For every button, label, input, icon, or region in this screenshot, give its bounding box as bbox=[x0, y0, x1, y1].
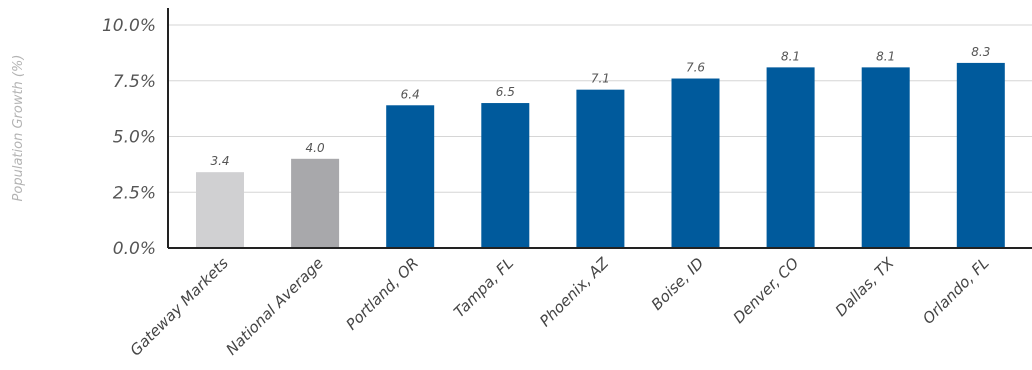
data-label: 8.3 bbox=[971, 45, 990, 59]
data-label: 7.1 bbox=[591, 72, 610, 86]
x-tick-label: Boise, ID bbox=[648, 254, 708, 314]
y-tick-label: 5.0% bbox=[113, 128, 156, 148]
x-tick-label: Portland, OR bbox=[343, 254, 423, 334]
bar bbox=[672, 79, 720, 248]
x-tick-label: Tampa, FL bbox=[450, 254, 517, 321]
data-label: 7.6 bbox=[686, 61, 705, 75]
x-tick-label: Phoenix, AZ bbox=[536, 254, 613, 331]
y-axis-label: Population Growth (%) bbox=[11, 55, 26, 202]
y-tick-label: 10.0% bbox=[102, 16, 156, 36]
data-label: 6.4 bbox=[401, 87, 420, 101]
bar bbox=[767, 67, 815, 248]
x-tick-label: Orlando, FL bbox=[919, 254, 993, 328]
y-tick-label: 0.0% bbox=[113, 239, 156, 259]
x-tick-label: Dallas, TX bbox=[832, 254, 898, 320]
x-tick-label: Denver, CO bbox=[730, 254, 803, 327]
x-tick-label: Gateway Markets bbox=[127, 254, 232, 359]
y-tick-label: 2.5% bbox=[113, 183, 156, 203]
data-label: 8.1 bbox=[781, 49, 800, 63]
bar bbox=[957, 63, 1005, 248]
bar bbox=[386, 105, 434, 248]
bar bbox=[481, 103, 529, 248]
bar bbox=[576, 90, 624, 248]
data-label: 3.4 bbox=[210, 154, 229, 168]
bar bbox=[196, 172, 244, 248]
bar bbox=[291, 159, 339, 248]
data-label: 4.0 bbox=[306, 141, 325, 155]
data-label: 8.1 bbox=[876, 49, 895, 63]
y-tick-label: 7.5% bbox=[113, 72, 156, 92]
data-label: 6.5 bbox=[496, 85, 515, 99]
x-tick-label: National Average bbox=[222, 254, 326, 358]
bar bbox=[862, 67, 910, 248]
bars bbox=[196, 63, 1005, 248]
